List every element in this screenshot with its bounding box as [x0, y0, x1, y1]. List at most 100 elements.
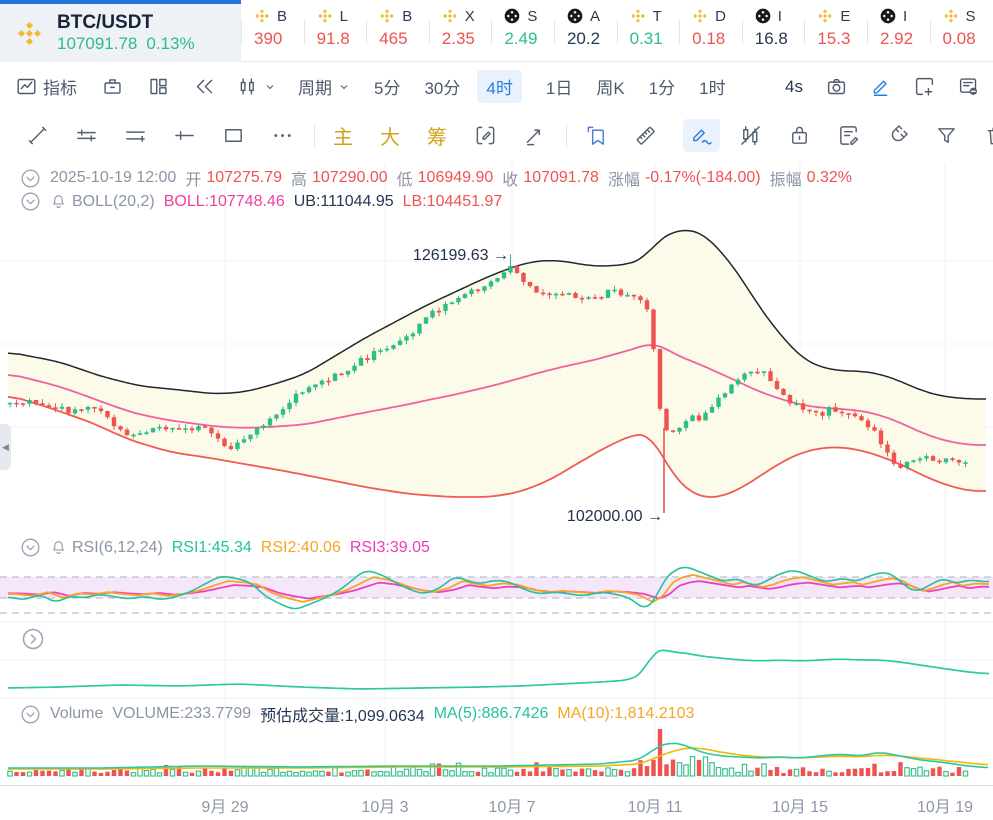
ticker-symbol: T — [630, 6, 680, 26]
ticker-symbol-label: X — [464, 7, 475, 25]
ticker-item[interactable]: S 0.08 — [929, 0, 993, 61]
ticker-symbol: S — [943, 6, 993, 26]
axis-date-label: 9月 29 — [201, 799, 249, 816]
expand-chevron-right-icon — [22, 628, 44, 650]
trend-line-icon[interactable] — [26, 124, 49, 147]
ticker-symbol-label: I — [777, 7, 782, 25]
chip-distribution-button[interactable]: 筹 — [427, 127, 447, 149]
share-poster-icon[interactable] — [958, 76, 979, 97]
ticker-item[interactable]: I 16.8 — [741, 0, 805, 61]
collapse-chevron-icon[interactable] — [20, 168, 41, 189]
chevron-down-icon — [266, 84, 274, 89]
dark-coin-icon — [567, 8, 583, 24]
edit-list-icon[interactable] — [837, 124, 860, 147]
add-pane-icon[interactable] — [914, 76, 935, 97]
bookmark-icon[interactable] — [585, 124, 608, 147]
freehand-draw-button[interactable] — [683, 119, 720, 152]
amplitude-value: 0.32% — [806, 169, 852, 186]
ticker-item[interactable]: A 20.2 — [553, 0, 617, 61]
axis-date-label: 10月 7 — [488, 799, 536, 816]
high-value: 107290.00 — [312, 169, 388, 186]
ticker-symbol: X — [442, 6, 492, 26]
filter-funnel-icon[interactable] — [935, 124, 958, 147]
rectangle-tool-icon[interactable] — [222, 124, 245, 147]
ohlc-legend: 2025-10-19 12:00 开 107275.79 高 107290.00 低… — [20, 166, 852, 190]
alert-bell-icon[interactable] — [50, 193, 67, 210]
ticker-price: 15.3 — [817, 29, 851, 48]
divider — [314, 124, 315, 147]
parallel-channel-icon[interactable] — [75, 124, 98, 147]
ticker-item[interactable]: T 0.31 — [616, 0, 680, 61]
chart-toolbar: 指标 周期 5分 30分 4时 1日 周K 1分 1时 4s — [0, 63, 993, 110]
main-indicator-button[interactable]: 主 — [333, 127, 353, 149]
ticker-symbol-label: B — [277, 7, 288, 25]
axis-date-label: 10月 3 — [361, 799, 409, 816]
ticker-symbol: D — [692, 6, 742, 26]
indicators-button[interactable]: 指标 — [16, 74, 77, 99]
close-value: 107091.78 — [523, 169, 599, 186]
arrow-line-icon[interactable] — [523, 124, 546, 147]
ticker-item[interactable]: E 15.3 — [804, 0, 867, 61]
collapse-chevron-icon[interactable] — [20, 191, 41, 212]
sidebar-collapse-handle[interactable]: ◀ — [0, 424, 11, 470]
period-dropdown[interactable]: 周期 — [298, 74, 350, 99]
ticker-price: 0.08 — [942, 29, 976, 48]
ticker-list: B 390 L 91.8 B 465 X 2.35 S 2.49 A 20.2 T 0.31 D 0.18 I 1… — [241, 0, 993, 61]
binance-coin-icon — [693, 9, 707, 23]
ticker-item[interactable]: D 0.18 — [679, 0, 742, 61]
change-label: 涨幅 — [607, 172, 640, 189]
edit-pencil-icon[interactable] — [870, 76, 891, 97]
time-axis[interactable]: 9月 29 10月 3 10月 7 10月 11 10月 15 10月 19 — [0, 785, 993, 820]
ticker-symbol: L — [317, 6, 367, 26]
ticker-item[interactable]: B 465 — [366, 0, 429, 61]
boll-lb-value: LB:104451.97 — [402, 192, 503, 210]
timeframe-周K[interactable]: 周K — [596, 79, 625, 98]
chart-canvas[interactable]: 126199.63 → 102000.00 → — [0, 160, 993, 820]
pair-price-row: 107091.78 0.13% — [57, 33, 195, 54]
change-value: -0.17%(-184.00) — [644, 169, 761, 186]
magnet-icon[interactable] — [886, 124, 909, 147]
collapse-chevron-icon[interactable] — [20, 704, 41, 725]
replay-edit-icon[interactable] — [474, 124, 497, 147]
camera-icon[interactable] — [826, 76, 847, 97]
ticker-price: 20.2 — [566, 29, 601, 48]
timeframe-5分[interactable]: 5分 — [374, 79, 401, 98]
more-tools-icon[interactable] — [271, 124, 294, 147]
ticker-price: 465 — [379, 29, 408, 48]
alert-bell-icon[interactable] — [50, 539, 67, 556]
boll-name: BOLL(20,2) — [72, 192, 155, 210]
timeframe-4时[interactable]: 4时 — [477, 70, 522, 103]
ticker-item[interactable]: X 2.35 — [428, 0, 492, 61]
horizontal-ray-icon[interactable] — [173, 124, 196, 147]
collapsed-indicator-toggle[interactable] — [21, 627, 45, 656]
ruler-icon[interactable] — [634, 124, 657, 147]
pair-symbol: BTC/USDT — [57, 12, 154, 33]
layout-grid-icon[interactable] — [148, 76, 169, 97]
ticker-item[interactable]: L 91.8 — [303, 0, 367, 61]
timeframe-1日[interactable]: 1日 — [545, 79, 573, 98]
ticker-item[interactable]: I 2.92 — [866, 0, 930, 61]
dark-coin-icon — [505, 8, 520, 24]
open-value: 107275.79 — [206, 169, 282, 186]
volume-legend: Volume VOLUME:233.7799 预估成交量:1,099.0634 … — [20, 702, 694, 726]
lock-icon[interactable] — [788, 124, 811, 147]
trash-icon[interactable] — [984, 124, 993, 147]
ticker-item[interactable]: S 2.49 — [491, 0, 554, 61]
binance-coin-icon — [255, 9, 269, 23]
ticker-item[interactable]: B 390 — [241, 0, 304, 61]
large-order-button[interactable]: 大 — [380, 127, 400, 149]
active-pair-tab[interactable]: BTC/USDT 107091.78 0.13% — [0, 0, 241, 62]
timeframe-1分[interactable]: 1分 — [648, 79, 676, 98]
ticker-symbol: B — [254, 6, 304, 26]
save-template-icon[interactable] — [102, 76, 123, 97]
hide-candles-icon[interactable] — [739, 124, 762, 147]
rewind-history-icon[interactable] — [194, 76, 215, 97]
axis-date-label: 10月 11 — [627, 799, 683, 816]
rsi-name: RSI(6,12,24) — [72, 538, 163, 556]
timeframe-1时[interactable]: 1时 — [699, 79, 726, 98]
timeframe-30分[interactable]: 30分 — [424, 79, 461, 98]
collapse-chevron-icon[interactable] — [20, 537, 41, 558]
indicator-chart-icon — [17, 78, 36, 95]
chart-style-button[interactable] — [237, 76, 276, 97]
horizontal-lines-icon[interactable] — [124, 124, 147, 147]
